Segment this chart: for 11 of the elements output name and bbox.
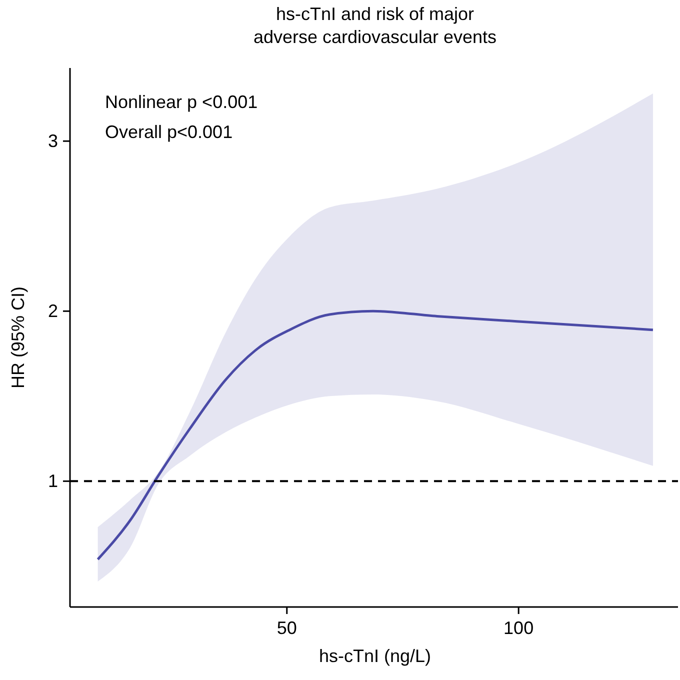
y-tick-label: 2 (48, 301, 58, 322)
line-series (96, 310, 654, 561)
chart-title: hs-cTnI and risk of major adverse cardiovascular events (253, 4, 497, 47)
y-tick-label: 3 (48, 131, 58, 152)
y-axis-title: HR (95% CI) (8, 286, 28, 389)
annotation: Overall p<0.001 (105, 122, 233, 142)
y-tick-label: 1 (48, 471, 58, 492)
x-tick-label: 50 (276, 618, 297, 638)
x-tick-label: 100 (504, 618, 534, 638)
annotation: Nonlinear p <0.001 (105, 92, 258, 112)
x-axis-title: hs-cTnI (ng/L) (318, 646, 432, 666)
